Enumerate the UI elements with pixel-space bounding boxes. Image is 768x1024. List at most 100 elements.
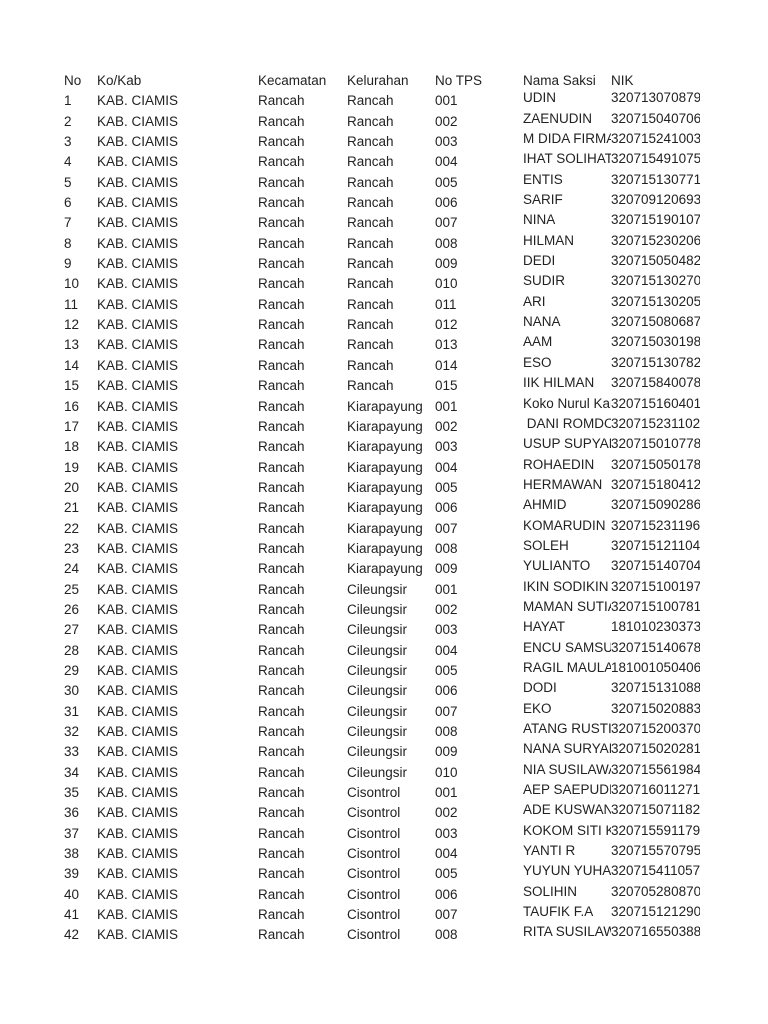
cell-no-tps: 001	[435, 398, 458, 414]
cell-nik: 320715180412	[611, 476, 700, 492]
cell-nik: 320715241003	[611, 131, 700, 147]
table-row: 7 KAB. CIAMIS Rancah Rancah 007 NINA 320715190…	[0, 212, 768, 234]
cell-kelurahan: Cileungsir	[347, 581, 408, 597]
cell-nama-saksi: ENTIS	[523, 171, 563, 187]
cell-kokab: KAB. CIAMIS	[97, 398, 179, 414]
cell-no-tps: 003	[435, 622, 458, 638]
cell-kelurahan: Rancah	[347, 134, 394, 150]
cell-kecamatan: Rancah	[258, 154, 305, 170]
cell-nik: 320715121290	[611, 904, 700, 920]
cell-no-tps: 007	[435, 703, 458, 719]
cell-nik: 320715020883	[611, 700, 700, 716]
cell-no: 6	[64, 195, 72, 211]
cell-no-tps: 005	[435, 479, 458, 495]
cell-kelurahan: Rancah	[347, 215, 394, 231]
cell-nama-saksi: DEDI	[523, 253, 556, 269]
cell-kokab: KAB. CIAMIS	[97, 662, 179, 678]
cell-kokab: KAB. CIAMIS	[97, 642, 179, 658]
header-kecamatan: Kecamatan	[258, 73, 327, 88]
cell-kokab: KAB. CIAMIS	[97, 764, 179, 780]
cell-no-tps: 005	[435, 174, 458, 190]
cell-kokab: KAB. CIAMIS	[97, 337, 179, 353]
table-row: 2 KAB. CIAMIS Rancah Rancah 002 ZAENUDIN 32071…	[0, 111, 768, 133]
cell-kecamatan: Rancah	[258, 805, 305, 821]
cell-nik: 320715190107	[611, 212, 700, 228]
cell-nama-saksi: SARIF	[523, 192, 563, 208]
cell-kelurahan: Kiarapayung	[347, 459, 423, 475]
table-row: 38 KAB. CIAMIS Rancah Cisontrol 004 YANTI R 32…	[0, 843, 768, 865]
cell-kelurahan: Cileungsir	[347, 744, 408, 760]
cell-nik: 320716550388	[611, 924, 700, 940]
cell-no-tps: 004	[435, 846, 458, 862]
table-row: 22 KAB. CIAMIS Rancah Kiarapayung 007 KOMARUD…	[0, 518, 768, 540]
cell-kokab: KAB. CIAMIS	[97, 703, 179, 719]
cell-kecamatan: Rancah	[258, 195, 305, 211]
cell-no: 11	[64, 296, 79, 312]
cell-kecamatan: Rancah	[258, 927, 305, 943]
table-row: 28 KAB. CIAMIS Rancah Cileungsir 004 ENCU SAM…	[0, 639, 768, 662]
cell-no: 22	[64, 520, 80, 536]
cell-kecamatan: Rancah	[258, 459, 305, 475]
cell-nik: 320715130771	[611, 171, 700, 187]
cell-nama-saksi: DANI ROMDOI	[523, 415, 611, 431]
cell-nik: 320715121104	[611, 537, 700, 553]
cell-no: 36	[64, 805, 80, 821]
cell-nama-saksi: HERMAWAN	[523, 476, 603, 492]
cell-no: 38	[64, 846, 80, 862]
cell-kelurahan: Kiarapayung	[347, 520, 423, 536]
cell-kecamatan: Rancah	[258, 622, 305, 638]
cell-no: 30	[64, 683, 80, 699]
table-row: 4 KAB. CIAMIS Rancah Rancah 004 IHAT SOLIHAT 3…	[0, 151, 768, 173]
table-row: 27 KAB. CIAMIS Rancah Cileungsir 003 HAYAT 181…	[0, 619, 768, 641]
cell-no-tps: 006	[435, 886, 458, 902]
cell-nik: 320715050482	[611, 253, 700, 269]
cell-kelurahan: Kiarapayung	[347, 398, 423, 414]
cell-kokab: KAB. CIAMIS	[97, 195, 179, 211]
cell-kokab: KAB. CIAMIS	[97, 154, 179, 170]
cell-kokab: KAB. CIAMIS	[97, 805, 179, 821]
cell-kelurahan: Rancah	[347, 195, 394, 211]
cell-nama-saksi: Koko Nurul Kan	[523, 395, 611, 411]
cell-nama-saksi: AAM	[523, 334, 553, 350]
cell-nama-saksi: TAUFIK F.A	[523, 904, 594, 920]
cell-nama-saksi: NINA	[523, 212, 556, 228]
cell-nik: 320715010778	[611, 436, 700, 452]
cell-kelurahan: Rancah	[347, 174, 394, 190]
cell-kokab: KAB. CIAMIS	[97, 886, 179, 902]
cell-kokab: KAB. CIAMIS	[97, 846, 179, 862]
cell-no-tps: 008	[435, 927, 458, 943]
cell-no: 7	[64, 215, 72, 231]
cell-no: 12	[64, 317, 80, 333]
cell-no-tps: 011	[435, 296, 457, 312]
cell-nik: 320715160401	[611, 395, 700, 411]
cell-kokab: KAB. CIAMIS	[97, 296, 179, 312]
cell-nama-saksi: MAMAN SUTIA	[523, 598, 611, 614]
cell-no: 17	[64, 418, 80, 434]
cell-nama-saksi: NANA SURYAN	[523, 741, 611, 757]
cell-no: 32	[64, 724, 80, 739]
table-row: 15 KAB. CIAMIS Rancah Rancah 015 IIK HILMAN 32…	[0, 375, 768, 397]
cell-kecamatan: Rancah	[258, 93, 305, 109]
cell-kokab: KAB. CIAMIS	[97, 520, 179, 536]
cell-nama-saksi: EKO	[523, 700, 552, 716]
cell-kecamatan: Rancah	[258, 337, 305, 353]
cell-kokab: KAB. CIAMIS	[97, 418, 179, 434]
cell-kokab: KAB. CIAMIS	[97, 174, 179, 190]
cell-no-tps: 002	[435, 601, 458, 617]
cell-no-tps: 010	[435, 764, 458, 780]
cell-nik: 320715131088	[611, 680, 700, 696]
cell-nama-saksi: ENCU SAMSUI	[523, 639, 611, 655]
cell-kecamatan: Rancah	[258, 703, 305, 719]
cell-nik: 320715561984	[611, 761, 700, 777]
cell-kokab: KAB. CIAMIS	[97, 113, 179, 129]
cell-no: 14	[64, 357, 80, 373]
table-row: 33 KAB. CIAMIS Rancah Cileungsir 009 NANA SUR…	[0, 741, 768, 763]
cell-kelurahan: Kiarapayung	[347, 418, 423, 434]
cell-kelurahan: Kiarapayung	[347, 439, 423, 455]
cell-kecamatan: Rancah	[258, 479, 305, 495]
cell-no-tps: 008	[435, 540, 458, 556]
cell-no: 35	[64, 785, 80, 801]
cell-kokab: KAB. CIAMIS	[97, 744, 179, 760]
cell-nama-saksi: ROHAEDIN	[523, 456, 595, 472]
cell-no: 18	[64, 439, 80, 455]
